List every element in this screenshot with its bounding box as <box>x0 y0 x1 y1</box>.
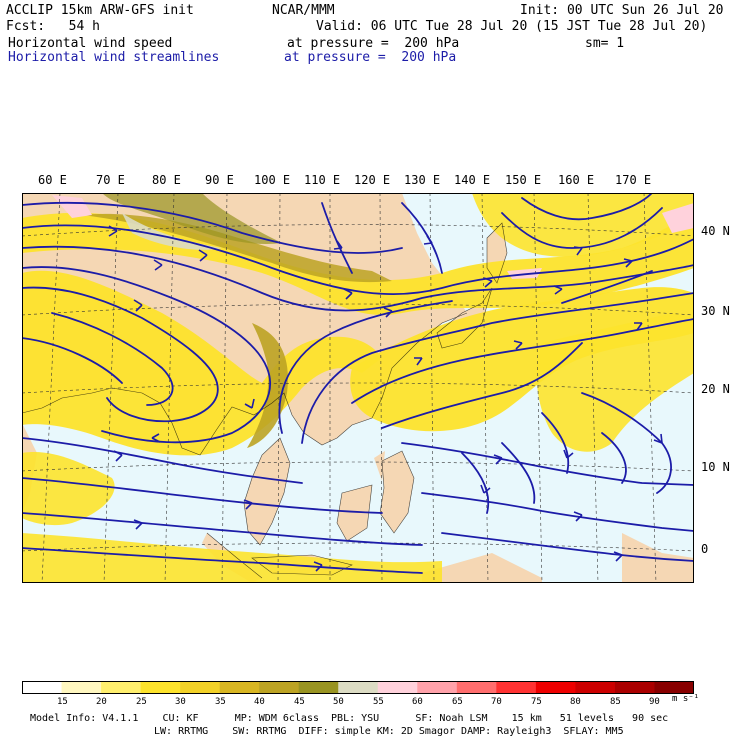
wind-map <box>22 193 694 583</box>
colorbar-label: 20 <box>96 697 107 707</box>
colorbar-label: 25 <box>136 697 147 707</box>
colorbar-swatch <box>298 681 339 694</box>
streamline-arrows <box>108 225 663 572</box>
colorbar-swatch <box>259 681 300 694</box>
colorbar-label: 90 <box>649 697 660 707</box>
wind-speed-shading <box>22 193 694 583</box>
colorbar-swatch <box>101 681 141 694</box>
colorbar-frame <box>22 681 694 694</box>
colorbar-swatch <box>575 681 616 694</box>
colorbar-swatch <box>22 681 62 694</box>
forecast-hour: Fcst: 54 h <box>6 19 100 34</box>
lat-label: 10 N <box>701 460 730 474</box>
lon-label: 140 E <box>454 173 491 187</box>
colorbar-label: 60 <box>412 697 423 707</box>
colorbar-label: 45 <box>294 697 305 707</box>
colorbar-label: 50 <box>333 697 344 707</box>
graticule <box>22 193 694 583</box>
colorbar-label: 75 <box>531 697 542 707</box>
colorbar-label: 70 <box>491 697 502 707</box>
lat-label: 40 N <box>701 224 730 238</box>
lon-label: 60 E <box>38 173 67 187</box>
colorbar-swatch <box>180 681 220 694</box>
center-title: NCAR/MMM <box>272 3 335 18</box>
field1-name: Horizontal wind speed <box>8 36 173 51</box>
field2-name: Horizontal wind streamlines <box>8 50 220 65</box>
lon-label: 70 E <box>96 173 125 187</box>
map-frame <box>22 193 694 583</box>
colorbar-label: 65 <box>452 697 463 707</box>
colorbar-swatch <box>614 681 655 694</box>
lon-label: 130 E <box>404 173 441 187</box>
lat-label: 0 <box>701 542 709 556</box>
colorbar-swatch <box>61 681 102 694</box>
colorbar-label: 55 <box>373 697 384 707</box>
colorbar-swatch <box>377 681 418 694</box>
lon-label: 170 E <box>615 173 652 187</box>
colorbar-label: 35 <box>215 697 226 707</box>
colorbar-swatch <box>535 681 576 694</box>
lon-label: 100 E <box>254 173 291 187</box>
field1-level: at pressure = 200 hPa <box>287 36 460 51</box>
coastlines <box>22 222 508 579</box>
smoothing-label: sm= 1 <box>585 36 625 51</box>
lon-label: 110 E <box>304 173 341 187</box>
colorbar-unit: m s⁻¹ <box>672 694 700 704</box>
lat-label: 20 N <box>701 382 730 396</box>
colorbar-swatch <box>654 681 694 694</box>
colorbar-swatch <box>417 681 458 694</box>
colorbar-label: 40 <box>254 697 265 707</box>
colorbar-swatch <box>496 681 537 694</box>
model-info-line2: LW: RRTMG SW: RRTMG DIFF: simple KM: 2D … <box>154 726 624 737</box>
field2-level: at pressure = 200 hPa <box>284 50 457 65</box>
lon-label: 90 E <box>205 173 234 187</box>
model-info-line1: Model Info: V4.1.1 CU: KF MP: WDM 6class… <box>30 713 669 724</box>
colorbar-label: 15 <box>57 697 68 707</box>
colorbar-swatch <box>219 681 260 694</box>
colorbar-swatch <box>140 681 181 694</box>
lon-label: 120 E <box>354 173 391 187</box>
colorbar-label: 85 <box>610 697 621 707</box>
colorbar-swatch <box>338 681 379 694</box>
colorbar-swatch <box>456 681 497 694</box>
colorbar-label: 80 <box>570 697 581 707</box>
colorbar <box>22 681 694 694</box>
model-title: ACCLIP 15km ARW-GFS init <box>6 3 194 18</box>
lon-label: 150 E <box>505 173 542 187</box>
colorbar-label: 30 <box>175 697 186 707</box>
valid-time: Valid: 06 UTC Tue 28 Jul 20 (15 JST Tue … <box>316 19 708 34</box>
lon-label: 80 E <box>152 173 181 187</box>
lat-label: 30 N <box>701 304 730 318</box>
lon-label: 160 E <box>558 173 595 187</box>
init-time: Init: 00 UTC Sun 26 Jul 20 <box>520 3 724 18</box>
